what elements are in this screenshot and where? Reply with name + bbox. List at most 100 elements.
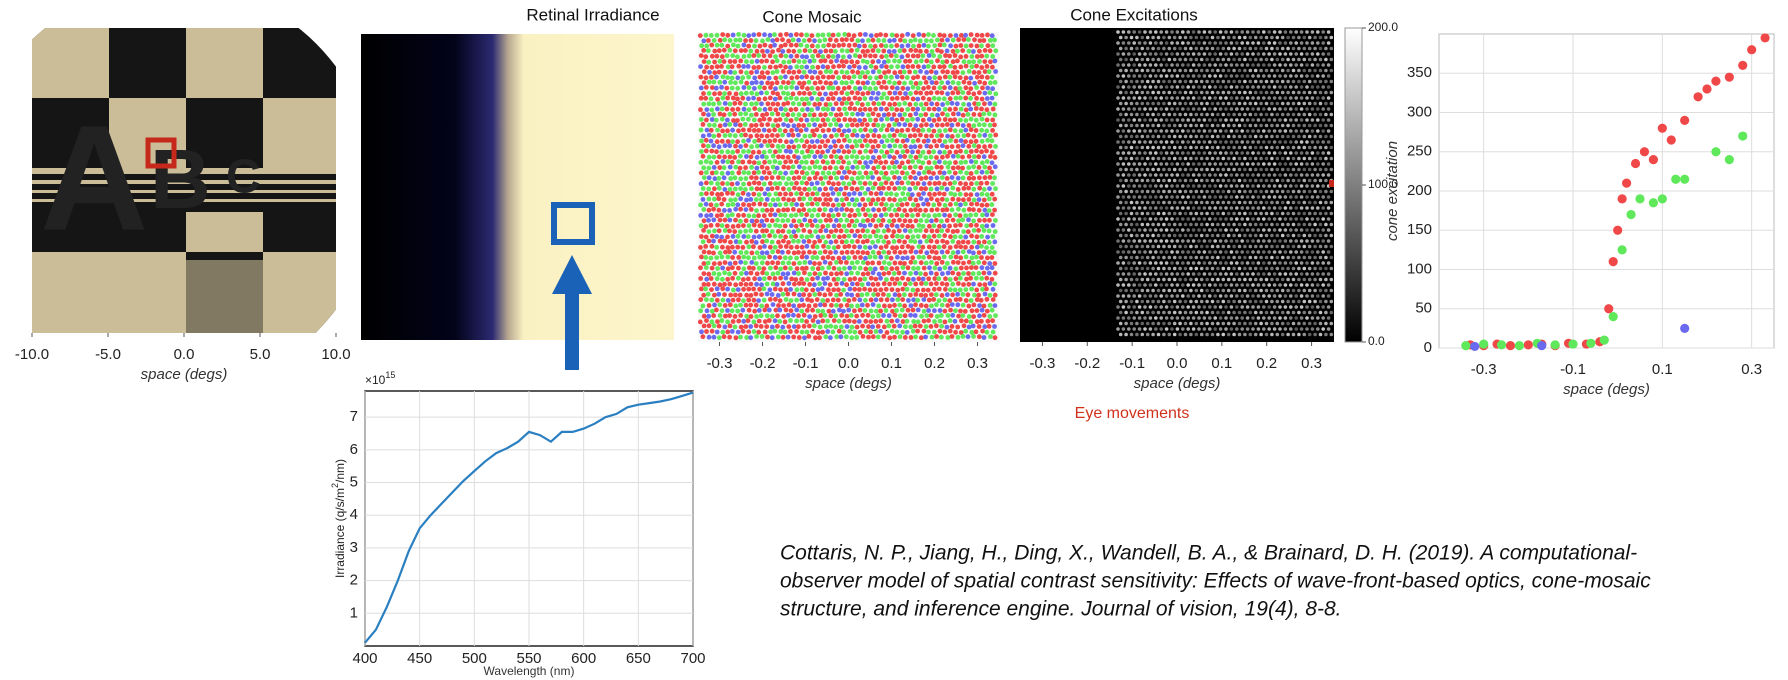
cone — [847, 75, 852, 80]
cone — [922, 181, 927, 186]
cone-response — [1186, 74, 1190, 78]
cone — [884, 266, 889, 271]
cone — [801, 250, 806, 255]
cone — [876, 324, 881, 329]
cone-response — [1308, 69, 1312, 73]
cone — [987, 250, 992, 255]
cone — [870, 314, 875, 319]
cone — [939, 165, 944, 170]
cone — [786, 313, 791, 318]
cone-response — [1294, 206, 1298, 210]
cone — [960, 313, 965, 318]
cone-response — [1300, 107, 1304, 111]
cone — [908, 208, 913, 213]
cone — [750, 251, 755, 256]
cone-response — [1238, 157, 1242, 161]
cone — [869, 171, 874, 176]
cone-response — [1324, 190, 1328, 194]
cone-response — [1189, 135, 1193, 139]
cone — [975, 234, 980, 239]
cone — [772, 127, 777, 132]
cone-response — [1278, 239, 1282, 243]
cone-response — [1222, 113, 1226, 117]
cone — [881, 49, 886, 54]
cone — [815, 86, 820, 91]
cone — [733, 197, 738, 202]
cone-response — [1238, 146, 1242, 150]
cone — [911, 97, 916, 102]
cone-response — [1116, 85, 1120, 89]
cone — [892, 197, 897, 202]
cone — [747, 244, 752, 249]
cone — [699, 329, 704, 334]
cone — [946, 335, 951, 340]
cone-response — [1222, 267, 1226, 271]
cone — [767, 128, 772, 133]
cone — [854, 335, 859, 340]
cone — [897, 218, 902, 223]
cone-response — [1276, 201, 1280, 205]
cone — [754, 292, 759, 297]
cone — [887, 123, 892, 128]
cone — [701, 112, 706, 117]
cone-response — [1213, 217, 1217, 221]
cone — [924, 49, 929, 54]
cone — [788, 65, 793, 70]
cone-response — [1184, 91, 1188, 95]
cone-response — [1205, 69, 1209, 73]
cone — [832, 245, 837, 250]
cone — [913, 207, 918, 212]
cone-response — [1311, 250, 1315, 254]
cone — [885, 330, 890, 335]
cone — [767, 308, 772, 313]
cone — [736, 44, 741, 49]
cone-response — [1276, 212, 1280, 216]
cone-response — [1324, 245, 1328, 249]
cone — [865, 70, 870, 75]
cone — [868, 54, 873, 59]
cone-response — [1257, 184, 1261, 188]
cone-response — [1216, 179, 1220, 183]
cone — [948, 318, 953, 323]
cone — [959, 129, 964, 134]
cone — [792, 271, 797, 276]
cone — [728, 293, 733, 298]
cone — [868, 75, 873, 80]
cone — [716, 292, 721, 297]
cone — [878, 75, 883, 80]
cone — [923, 272, 928, 277]
cone-response — [1232, 135, 1236, 139]
cone — [963, 213, 968, 218]
cone — [739, 133, 744, 138]
cone — [992, 175, 997, 180]
cone — [850, 282, 855, 287]
cone-response — [1192, 217, 1196, 221]
cone — [980, 213, 985, 218]
cone — [800, 318, 805, 323]
cone — [732, 155, 737, 160]
cone — [868, 202, 873, 207]
cone-response — [1238, 256, 1242, 260]
cone-response — [1119, 267, 1123, 271]
cone — [856, 38, 861, 43]
cone — [704, 170, 709, 175]
cone — [823, 134, 828, 139]
cone-response — [1130, 234, 1134, 238]
cone-response — [1265, 212, 1269, 216]
cone — [794, 170, 799, 175]
cone — [836, 277, 841, 282]
cone — [808, 134, 813, 139]
cone-response — [1305, 250, 1309, 254]
cone-response — [1127, 96, 1131, 100]
cone-response — [1219, 85, 1223, 89]
cone — [953, 107, 958, 112]
cone — [739, 250, 744, 255]
cone-response — [1186, 228, 1190, 232]
cone — [807, 293, 812, 298]
cone — [861, 272, 866, 277]
cone — [882, 70, 887, 75]
cone — [857, 118, 862, 123]
cone — [836, 54, 841, 59]
cone — [956, 218, 961, 223]
cone-response — [1162, 168, 1166, 172]
